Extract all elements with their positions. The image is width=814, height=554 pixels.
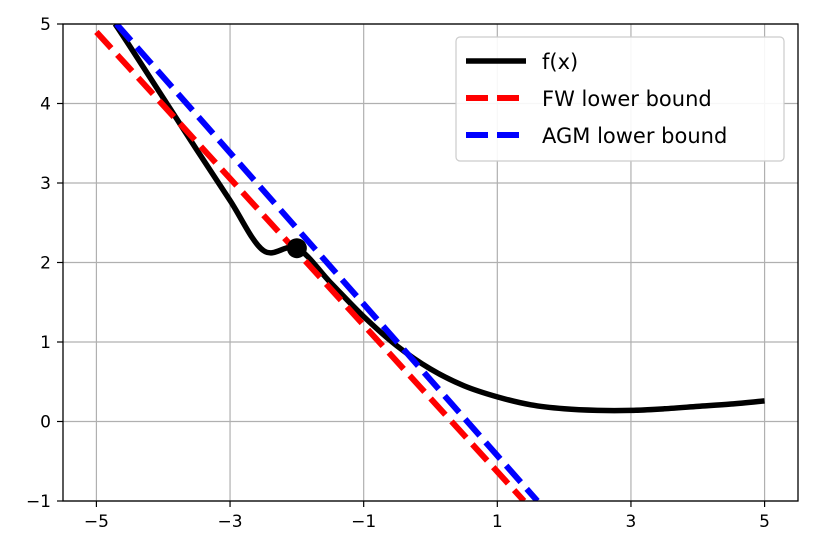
- series-layer: [94, 24, 765, 501]
- y-tick-label: 3: [40, 174, 51, 194]
- legend: f(x) FW lower bound AGM lower bound: [455, 36, 785, 162]
- legend-label-f-x: f(x): [542, 50, 578, 74]
- series-line-agm-lower-bound: [114, 24, 540, 501]
- y-tick-label: 5: [40, 15, 51, 35]
- series-line-fw-lower-bound: [94, 29, 527, 501]
- x-tick-label: −1: [351, 512, 376, 532]
- marker-point: [286, 238, 307, 259]
- y-tick-label: 1: [40, 333, 51, 353]
- y-tick-label: −1: [26, 492, 51, 512]
- ticks: −5 −3 −1 1 3 5 −1 0 1 2 3 4 5: [26, 15, 770, 532]
- x-tick-label: 1: [492, 512, 503, 532]
- y-tick-label: 4: [40, 95, 51, 115]
- series-line-f-x: [112, 24, 765, 414]
- legend-box: [455, 36, 785, 162]
- x-tick-label: −5: [84, 512, 109, 532]
- x-tick-label: 3: [626, 512, 637, 532]
- y-tick-label: 0: [40, 413, 51, 433]
- y-tick-label: 2: [40, 254, 51, 274]
- legend-label-fw-lower-bound: FW lower bound: [542, 87, 712, 111]
- legend-label-agm-lower-bound: AGM lower bound: [542, 124, 727, 148]
- x-tick-label: −3: [218, 512, 243, 532]
- x-tick-label: 5: [759, 512, 770, 532]
